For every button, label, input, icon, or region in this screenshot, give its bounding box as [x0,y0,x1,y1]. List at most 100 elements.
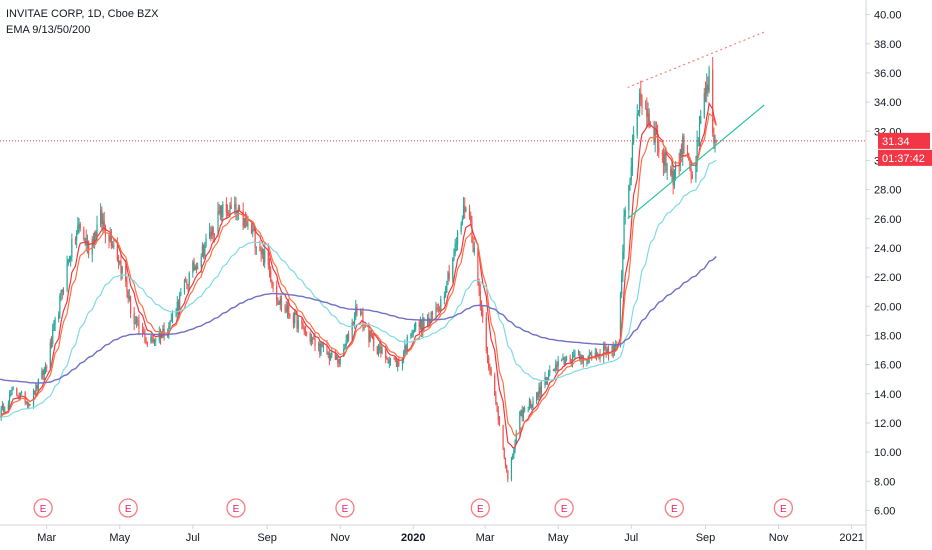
earnings-marker[interactable]: E [664,498,685,518]
candle [36,384,38,392]
candle-body [612,345,614,352]
candle-body [16,387,18,396]
candle-body [695,164,697,180]
candle-body [121,265,123,274]
candle-body [243,218,245,227]
candle-body [708,69,710,91]
y-tick-label: 26.00 [874,214,902,226]
earnings-marker[interactable]: E [470,498,490,518]
candle-body [203,245,205,257]
candle [386,356,388,360]
trendlines[interactable] [627,31,765,220]
candle-body [477,247,479,282]
candle [329,352,332,361]
candle [504,457,507,469]
last-price-value: 31.34 [882,136,910,148]
candle-body [7,403,9,411]
earnings-marker[interactable]: E [226,498,246,518]
candle [603,341,605,363]
candle [185,276,187,283]
candle [556,361,558,372]
candle-body [528,401,531,408]
earnings-marker[interactable]: E [554,498,574,518]
candle-body [549,370,551,374]
candle [292,312,295,329]
candle [303,325,305,336]
candle-body [247,223,249,227]
candle [280,295,283,312]
candle-body [369,331,371,342]
earnings-marker[interactable]: E [335,498,355,518]
ema-lines [0,101,717,449]
candle-body [556,364,558,367]
candle-body [133,313,135,324]
trendline-resistance[interactable] [627,31,765,89]
earnings-label: E [40,504,47,515]
candle [10,389,12,397]
candle-body [212,227,214,235]
candle [464,197,466,219]
candle-body [376,346,378,354]
candle-body [321,344,323,346]
y-tick-label: 8.00 [874,476,895,488]
candle [482,305,484,323]
candle-body [347,334,350,340]
candle-body [690,168,692,176]
candle [536,392,538,405]
candle [418,319,420,333]
candle-body [318,343,320,347]
candle [79,221,81,232]
candle [163,322,165,341]
candle [629,177,631,191]
candle-body [169,320,171,327]
candle-body [502,424,504,450]
candle [661,149,663,163]
candle [531,403,533,411]
candle-body [472,242,474,253]
candle [0,405,2,421]
chart-title[interactable]: INVITAE CORP, 1D, Cboe BZX [6,8,159,20]
candle [671,161,673,183]
candle [77,216,79,235]
earnings-marker[interactable]: E [33,498,53,518]
candle-body [427,317,429,327]
candle-body [683,136,685,153]
candle-body [286,305,289,312]
candle-body [415,321,417,329]
candle-body [200,256,202,267]
x-tick-label: Mar [37,532,56,544]
candle-body [562,357,564,360]
candle-body [547,373,550,380]
candle [436,303,438,312]
candle [611,344,613,357]
earnings-marker[interactable]: E [118,498,138,518]
earnings-marker[interactable]: E [773,498,794,518]
candle-body [538,387,540,397]
candle [465,206,467,213]
countdown-badge-bg [878,149,932,166]
candle [100,203,102,228]
candle-body [302,323,304,328]
candle-body [456,231,459,244]
candle [192,259,194,278]
earnings-label: E [477,504,484,515]
candle [413,323,416,333]
candles [0,56,717,483]
candle-body [715,140,717,141]
candle-body [379,346,381,350]
candle [25,401,27,405]
indicator-label[interactable]: EMA 9/13/50/200 [6,24,91,36]
candle-body [159,332,162,339]
candle-body [177,301,180,309]
candle-body [125,265,127,283]
candle-body [351,321,353,340]
candle-body [444,292,447,297]
trendline-support[interactable] [627,104,765,220]
candle [653,120,655,146]
candle-body [120,261,122,274]
earnings-circle [118,498,138,518]
